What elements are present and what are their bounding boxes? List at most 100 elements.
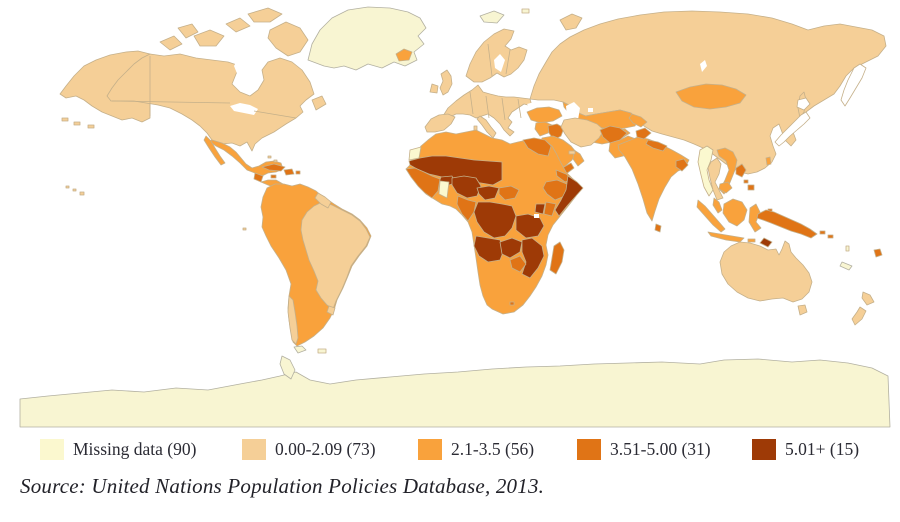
aral-sea (588, 108, 593, 112)
region-ghana (438, 180, 450, 199)
region-cameroon-gabon-congo (456, 195, 477, 222)
region-lesser-sunda (747, 238, 756, 243)
region-aleutians-1 (61, 117, 69, 122)
region-guyanas (314, 192, 332, 209)
region-borneo (722, 198, 748, 227)
region-cambodia (718, 181, 733, 194)
region-banks-island (177, 23, 199, 39)
region-south-sudan (498, 185, 520, 201)
region-kyrgyzstan-tajikistan (628, 113, 648, 128)
region-svalbard (479, 10, 505, 24)
legend-swatch-missing (40, 439, 64, 460)
region-britain (439, 69, 453, 96)
region-sulawesi (748, 203, 762, 233)
source-note: Source: United Nations Population Polici… (20, 474, 545, 498)
region-jamaica (270, 174, 277, 179)
region-ireland (429, 83, 439, 94)
region-greenland (307, 6, 427, 71)
region-victoria-island (193, 29, 225, 47)
region-chile (287, 295, 299, 345)
region-madagascar (549, 241, 565, 275)
region-antarctica (19, 358, 891, 428)
region-iran (560, 117, 605, 148)
region-thailand (707, 157, 724, 201)
region-mongolia (675, 83, 747, 110)
region-new-caledonia (839, 261, 853, 271)
region-nz-north-island (861, 291, 875, 306)
region-baja-california (203, 135, 226, 166)
region-europe-mainland (442, 84, 533, 137)
region-novaya-zemlya (559, 13, 583, 31)
region-nepal (645, 139, 668, 152)
region-senegal-guinea-coast (405, 167, 441, 199)
legend-item-highest: 5.01+ (15) (752, 439, 859, 460)
legend-swatch-high (577, 439, 601, 460)
region-philippines-visayas (743, 179, 749, 184)
region-hawaii-1 (65, 185, 70, 189)
region-iceland (395, 48, 413, 62)
baltic-sea (494, 54, 505, 72)
region-angola (473, 235, 505, 263)
region-aleutians-2 (73, 121, 81, 126)
region-tanzania (515, 213, 545, 239)
world-map (19, 6, 891, 428)
region-newfoundland (311, 95, 327, 111)
region-uae-qatar (568, 150, 576, 155)
hudson-bay (234, 54, 262, 90)
region-kashmir (635, 127, 652, 140)
region-antarctic-peninsula (279, 355, 296, 380)
region-philippines-luzon (735, 163, 747, 178)
legend-swatch-highest (752, 439, 776, 460)
map-legend: Missing data (90) 0.00-2.09 (73) 2.1-3.5… (0, 439, 900, 465)
region-new-guinea (756, 209, 818, 239)
region-iberia (424, 113, 456, 133)
legend-item-missing: Missing data (90) (40, 439, 196, 460)
region-hawaii-3 (79, 191, 85, 196)
region-india (617, 136, 690, 222)
region-syria-jordan (534, 121, 553, 137)
region-sumatra (696, 199, 726, 233)
region-japan-hokkaido (796, 97, 811, 111)
region-tasmania (797, 304, 808, 316)
region-central-african-republic (476, 185, 500, 201)
lake-victoria (534, 214, 539, 218)
region-arctic-island-a (159, 35, 183, 51)
border-us-canada (111, 56, 297, 119)
region-uruguay (326, 305, 336, 316)
region-malawi-mozambique (521, 237, 545, 279)
region-egypt (522, 137, 552, 157)
legend-label-mid: 2.1-3.5 (56) (451, 439, 535, 459)
legend-item-low: 0.00-2.09 (73) (242, 439, 376, 460)
region-oman (572, 149, 585, 167)
region-zambia (499, 237, 523, 259)
legend-swatch-mid (418, 439, 442, 460)
region-java (707, 231, 745, 243)
region-fiji (873, 248, 883, 258)
region-kenya (543, 201, 557, 217)
region-dr-congo (473, 201, 517, 239)
legend-item-mid: 2.1-3.5 (56) (418, 439, 534, 460)
region-bahamas-1 (267, 155, 272, 159)
legend-label-low: 0.00-2.09 (73) (275, 439, 376, 459)
region-cuba (261, 163, 286, 172)
region-somalia (554, 175, 584, 217)
region-solomons-2 (827, 234, 834, 239)
region-philippines-mindanao (747, 184, 755, 191)
legend-item-high: 3.51-5.00 (31) (577, 439, 711, 460)
region-australia (719, 240, 813, 303)
region-nz-south-island (851, 306, 867, 326)
region-baffin-island (267, 21, 309, 57)
world-map-svg (19, 6, 891, 428)
region-uganda (534, 203, 546, 215)
region-aleutians-3 (87, 124, 95, 129)
region-arctic-island-b (225, 17, 251, 33)
region-alaska (59, 50, 151, 123)
region-solomons-1 (819, 230, 826, 235)
region-hispaniola (283, 168, 295, 176)
region-tierra-del-fuego (293, 345, 307, 354)
great-lakes (230, 103, 258, 115)
region-taiwan (765, 156, 772, 166)
region-vanuatu (845, 245, 850, 252)
lake-baikal (700, 60, 707, 72)
